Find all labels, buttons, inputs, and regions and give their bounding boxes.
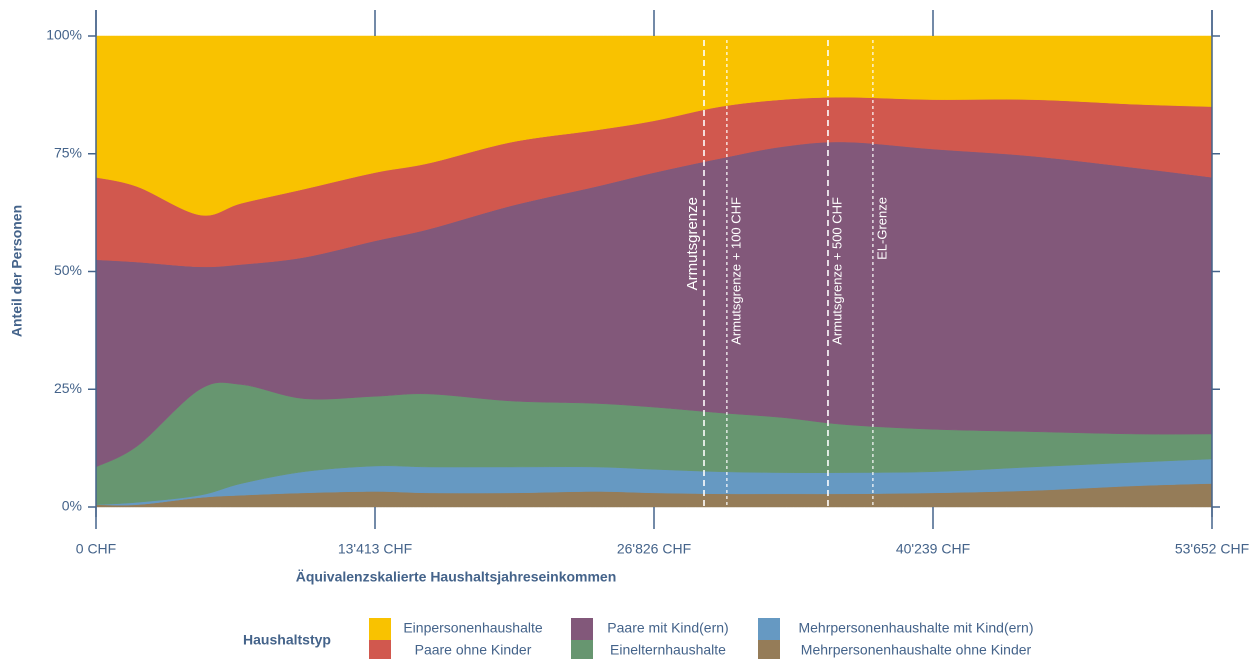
y-tick-label: 25% [54, 380, 82, 396]
y-tick-label: 75% [54, 144, 82, 160]
y-tick-label: 0% [62, 498, 82, 514]
legend-swatch [758, 640, 780, 659]
legend-swatch [369, 640, 391, 659]
threshold-label: Armutsgrenze + 500 CHF [829, 197, 844, 345]
legend-swatch [571, 640, 593, 659]
legend-label: Einpersonenhaushalte [403, 620, 543, 636]
y-tick-label: 50% [54, 262, 82, 278]
legend-swatch [571, 618, 593, 640]
x-tick-label: 53'652 CHF [1175, 541, 1249, 557]
x-tick-label: 13'413 CHF [338, 541, 412, 557]
areas [95, 35, 1213, 508]
y-tick-label: 100% [46, 27, 82, 43]
y-axis-title: Anteil der Personen [9, 205, 25, 337]
legend-swatch [369, 618, 391, 640]
threshold-label: EL-Grenze [874, 197, 889, 260]
x-tick-label: 40'239 CHF [896, 541, 970, 557]
legend-label: Mehrpersonenhaushalte ohne Kinder [801, 642, 1032, 658]
threshold-label: Armutsgrenze [684, 197, 701, 290]
legend-title: Haushaltstyp [243, 632, 331, 648]
threshold-label: Armutsgrenze + 100 CHF [728, 197, 743, 345]
legend-label: Mehrpersonenhaushalte mit Kind(ern) [798, 620, 1033, 636]
legend-label: Einelternhaushalte [610, 642, 726, 658]
legend-swatch [758, 618, 780, 640]
legend-label: Paare mit Kind(ern) [607, 620, 728, 636]
x-axis-title: Äquivalenzskalierte Haushaltsjahreseinko… [296, 569, 617, 585]
legend-label: Paare ohne Kinder [415, 642, 532, 658]
x-tick-label: 26'826 CHF [617, 541, 691, 557]
x-tick-label: 0 CHF [76, 541, 116, 557]
